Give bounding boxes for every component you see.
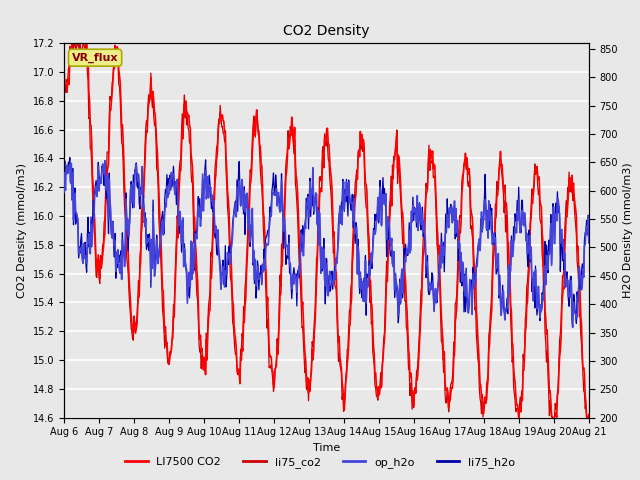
Legend: LI7500 CO2, li75_co2, op_h2o, li75_h2o: LI7500 CO2, li75_co2, op_h2o, li75_h2o (121, 452, 519, 472)
X-axis label: Time: Time (313, 443, 340, 453)
Y-axis label: H2O Density (mmol/m3): H2O Density (mmol/m3) (623, 163, 634, 298)
Text: VR_flux: VR_flux (72, 53, 118, 63)
Y-axis label: CO2 Density (mmol/m3): CO2 Density (mmol/m3) (17, 163, 27, 298)
Title: CO2 Density: CO2 Density (283, 24, 370, 38)
